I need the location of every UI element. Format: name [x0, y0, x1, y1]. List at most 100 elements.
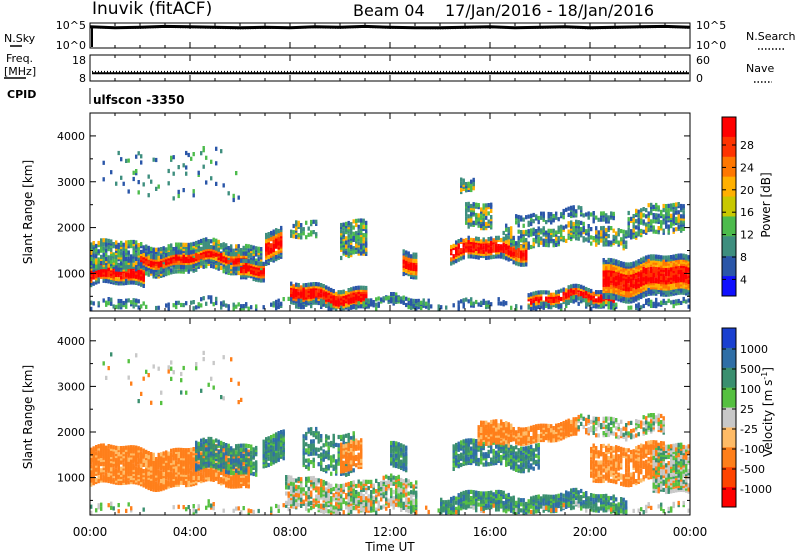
power-cell	[232, 197, 235, 203]
power-cell	[577, 236, 580, 241]
power-cell	[115, 240, 118, 245]
power-cell	[240, 304, 243, 309]
power-cell	[182, 303, 185, 308]
power-cell	[90, 256, 93, 261]
power-cell	[187, 254, 190, 259]
power-cell	[187, 242, 190, 247]
power-cell	[470, 254, 473, 259]
power-cell	[185, 247, 188, 252]
power-cell	[240, 258, 243, 263]
power-cell	[555, 230, 558, 235]
power-cell	[210, 299, 213, 304]
power-cell	[357, 218, 360, 223]
power-cell	[202, 260, 205, 265]
power-cell	[652, 254, 655, 259]
power-cell	[117, 150, 120, 156]
power-cell	[577, 301, 580, 306]
power-cell	[445, 305, 448, 310]
power-cell	[485, 203, 488, 208]
power-cell	[637, 271, 640, 276]
power-cell	[537, 220, 540, 225]
power-cell	[647, 213, 650, 218]
power-cell	[340, 229, 343, 234]
power-cell	[112, 242, 115, 247]
velocity-cell	[145, 474, 148, 479]
power-cell	[462, 298, 465, 303]
power-cell	[182, 163, 185, 168]
power-cell	[520, 230, 523, 235]
power-cell	[127, 158, 130, 163]
power-cell	[350, 228, 353, 233]
power-cell	[227, 246, 230, 251]
power-cell	[175, 244, 178, 249]
power-cell	[345, 303, 348, 308]
velocity-cell	[192, 447, 195, 452]
power-cell	[587, 228, 590, 233]
power-cell	[252, 245, 255, 250]
power-cell	[170, 251, 173, 256]
power-cell	[157, 305, 160, 310]
power-cell	[510, 226, 513, 231]
power-cell	[427, 298, 430, 303]
power-cell	[587, 238, 590, 243]
power-cell	[310, 222, 313, 227]
power-cell	[607, 305, 610, 310]
power-cell	[155, 186, 158, 191]
power-cell	[480, 245, 483, 250]
power-cell	[260, 261, 263, 267]
power-cell	[607, 215, 610, 220]
power-cell	[635, 233, 638, 238]
power-cell	[92, 301, 95, 306]
power-cell	[600, 226, 603, 231]
power-cell	[677, 202, 680, 207]
power-cell	[160, 254, 163, 259]
power-cell	[580, 290, 583, 296]
power-cell	[645, 292, 648, 297]
power-cell	[650, 209, 653, 214]
velocity-cell	[200, 468, 203, 473]
power-cell	[560, 288, 563, 293]
power-cell	[422, 298, 425, 303]
power-cell	[400, 296, 403, 301]
power-cell	[535, 306, 538, 311]
power-colorbar-tick-label: 20	[740, 184, 754, 197]
power-cell	[500, 301, 503, 306]
power-cell	[360, 239, 363, 244]
power-cell	[672, 254, 675, 259]
power-cell	[612, 216, 615, 221]
power-cell	[500, 238, 503, 243]
velocity-cell	[127, 480, 130, 485]
power-cell	[340, 225, 343, 230]
power-cell	[470, 237, 473, 242]
power-cell	[172, 247, 175, 252]
power-cell	[92, 259, 95, 264]
power-cell	[145, 246, 148, 251]
power-cell	[672, 299, 675, 304]
power-cell	[227, 260, 230, 265]
velocity-cell	[110, 444, 113, 449]
power-cell	[130, 244, 133, 249]
power-cell	[235, 171, 238, 176]
power-cell	[687, 298, 690, 303]
power-cell	[560, 228, 563, 233]
power-cell	[530, 292, 533, 297]
power-cell	[122, 242, 125, 247]
power-cell	[660, 255, 663, 260]
power-cell	[687, 255, 690, 260]
power-cell	[215, 252, 218, 257]
power-cell	[147, 174, 150, 179]
velocity-cell	[152, 456, 155, 461]
power-cell	[552, 239, 555, 244]
power-cell	[125, 298, 128, 303]
power-cell	[207, 251, 210, 256]
power-cell	[480, 239, 483, 244]
velocity-cell	[92, 446, 95, 451]
velocity-cell	[100, 443, 103, 448]
power-cell	[452, 303, 455, 308]
power-cell	[625, 244, 628, 249]
power-cell	[487, 221, 490, 226]
power-cell	[645, 222, 648, 227]
velocity-cell	[135, 459, 138, 465]
power-cell	[127, 250, 130, 255]
power-cell	[100, 248, 103, 253]
